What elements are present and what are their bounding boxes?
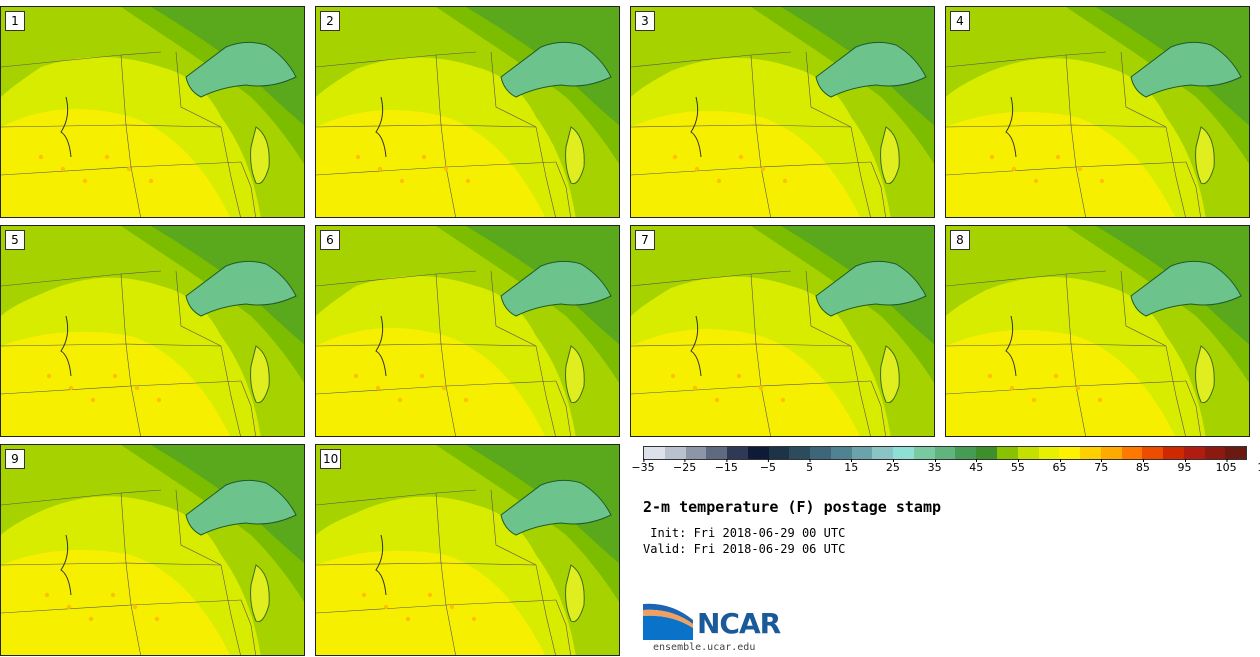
colorbar-tick-label: 15	[844, 459, 859, 474]
colorbar-segment	[685, 447, 707, 459]
colorbar-segment	[768, 447, 790, 459]
colorbar-segment	[893, 447, 914, 459]
colorbar-segment	[1017, 447, 1039, 459]
colorbar-segment	[789, 447, 811, 459]
colorbar-segment	[664, 447, 686, 459]
colorbar-tick-label: −15	[714, 459, 738, 474]
colorbar-segment	[1183, 447, 1205, 459]
colorbar-tick-label: 95	[1177, 459, 1192, 474]
colorbar-tick-label: 25	[885, 459, 900, 474]
colorbar-tick-label: 75	[1094, 459, 1109, 474]
colorbar-segment	[1080, 447, 1101, 459]
colorbar-segment	[1059, 447, 1081, 459]
temperature-field	[1, 445, 304, 655]
member-map: 4	[945, 6, 1250, 218]
temperature-field	[1, 7, 304, 217]
colorbar-segment	[955, 447, 977, 459]
member-label: 8	[950, 230, 970, 250]
valid-time: Valid: Fri 2018-06-29 06 UTC	[643, 542, 846, 556]
colorbar-segment	[1225, 447, 1247, 459]
colorbar-segment	[1100, 447, 1122, 459]
member-map: 7	[630, 225, 935, 437]
colorbar-segment	[1204, 447, 1226, 459]
temperature-field	[316, 7, 619, 217]
colorbar-ticks: −35 −25 −15 −5 5 15 25 35 45 55 65 75 85 95 105 115	[631, 459, 1260, 481]
colorbar-tick-label: −25	[673, 459, 697, 474]
colorbar-segment	[644, 447, 665, 459]
member-map: 6	[315, 225, 620, 437]
member-label: 1	[5, 11, 25, 31]
member-map: 10	[315, 444, 620, 656]
logo-text: NCAR	[697, 607, 781, 640]
colorbar-tick-label: 55	[1010, 459, 1025, 474]
colorbar-segment	[1163, 447, 1184, 459]
colorbar-segment	[810, 447, 831, 459]
member-map: 9	[0, 444, 305, 656]
member-map: 1	[0, 6, 305, 218]
colorbar-segment	[851, 447, 873, 459]
colorbar-segment	[1038, 447, 1060, 459]
member-label: 7	[635, 230, 655, 250]
member-map: 3	[630, 6, 935, 218]
member-label: 4	[950, 11, 970, 31]
colorbar-tick-label: 65	[1052, 459, 1067, 474]
colorbar-segment	[1142, 447, 1164, 459]
colorbar-segment	[997, 447, 1018, 459]
member-label: 6	[320, 230, 340, 250]
colorbar-tick-label: 5	[806, 459, 814, 474]
member-label: 2	[320, 11, 340, 31]
colorbar-tick-label: 35	[927, 459, 942, 474]
colorbar-tick-label: 115	[1257, 461, 1260, 474]
temperature-field	[946, 226, 1249, 436]
plot-title: 2-m temperature (F) postage stamp	[643, 498, 942, 516]
website-url: ensemble.ucar.edu	[653, 642, 756, 653]
colorbar-segment	[1121, 447, 1143, 459]
colorbar-tick-label: 85	[1135, 459, 1150, 474]
temperature-field	[1, 226, 304, 436]
colorbar-segment	[747, 447, 769, 459]
colorbar-tick-label: 45	[969, 459, 984, 474]
temperature-field	[631, 7, 934, 217]
colorbar-segment	[872, 447, 894, 459]
temperature-field	[631, 226, 934, 436]
member-label: 9	[5, 449, 25, 469]
ncar-logo: NCAR	[643, 598, 793, 644]
member-map: 5	[0, 225, 305, 437]
colorbar-tick-label: 105	[1215, 459, 1237, 474]
member-map: 2	[315, 6, 620, 218]
colorbar-segment	[830, 447, 852, 459]
init-time: Init: Fri 2018-06-29 00 UTC	[643, 526, 846, 540]
colorbar-segment	[727, 447, 748, 459]
member-map: 8	[945, 225, 1250, 437]
temperature-field	[946, 7, 1249, 217]
temperature-field	[316, 226, 619, 436]
colorbar-tick-label: −35	[631, 459, 655, 474]
colorbar-tick-label: −5	[759, 459, 777, 474]
colorbar	[643, 446, 1247, 460]
colorbar-segment	[706, 447, 728, 459]
colorbar-segment	[934, 447, 956, 459]
member-label: 5	[5, 230, 25, 250]
member-label: 10	[320, 449, 342, 469]
member-label: 3	[635, 11, 655, 31]
colorbar-segment	[913, 447, 935, 459]
temperature-field	[316, 445, 619, 655]
colorbar-segment	[976, 447, 998, 459]
